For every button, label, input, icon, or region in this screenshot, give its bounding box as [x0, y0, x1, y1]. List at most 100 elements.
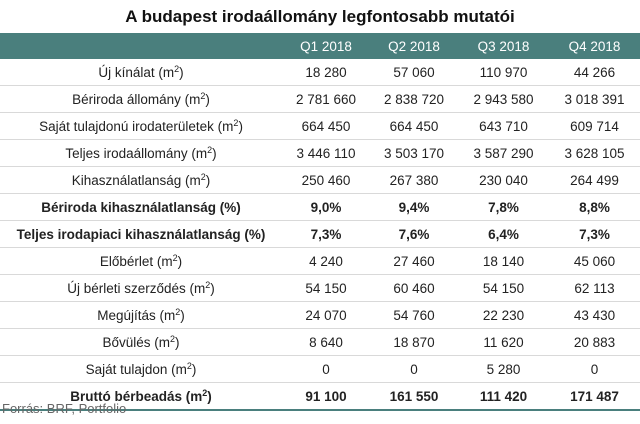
row-label-suffix: ) [212, 145, 217, 161]
row-label-text: Teljes irodaállomány (m [65, 145, 208, 161]
row-label-text: Előbérlet (m [99, 253, 173, 269]
row-label-suffix: ) [238, 118, 243, 134]
row-label-text: Bériroda kihasználatlanság (%) [41, 199, 241, 215]
table-cell-value: 44 266 [549, 59, 640, 86]
row-label-text: Bruttó bérbeadás (m [70, 388, 203, 404]
row-label-suffix: ) [205, 172, 211, 188]
table-cell-value: 24 070 [282, 301, 370, 329]
row-label-text: Új bérleti szerződés (m [67, 280, 206, 296]
header-cell-q1: Q1 2018 [282, 33, 370, 59]
table-row: Előbérlet (m2) 4 240 27 460 18 140 45 060 [0, 247, 640, 275]
table-cell-value: 2 781 660 [282, 85, 370, 113]
table-cell-value: 7,3% [282, 220, 370, 248]
table-row: Teljes irodaállomány (m2) 3 446 110 3 503 … [0, 139, 640, 167]
table-cell-value: 161 550 [370, 382, 458, 411]
table-cell-value: 664 450 [370, 112, 458, 140]
row-label-superscript: 2 [207, 144, 213, 155]
row-label-text: Saját tulajdon (m [85, 361, 187, 377]
table-cell-value: 267 380 [370, 166, 458, 194]
table-cell-value: 0 [549, 355, 640, 383]
row-label-suffix: ) [205, 91, 210, 107]
table-cell-value: 6,4% [458, 220, 549, 248]
table-cell-value: 3 446 110 [282, 139, 370, 167]
table-row: Bériroda kihasználatlanság (%) 9,0% 9,4% 7,… [0, 193, 640, 221]
table-cell-value: 45 060 [549, 247, 640, 275]
table-row: Saját tulajdonú irodaterületek (m2) 664 4… [0, 112, 640, 140]
source-note: Forrás: BRF, Portfolio [2, 401, 127, 416]
table-cell-value: 22 230 [458, 301, 549, 329]
table-cell-value: 7,6% [370, 220, 458, 248]
row-label: Kihasználatlanság (m2) [0, 166, 282, 194]
row-label: Teljes irodaállomány (m2) [0, 139, 282, 167]
row-label-suffix: ) [179, 64, 184, 80]
table-cell-value: 0 [370, 355, 458, 383]
data-table: Q1 2018 Q2 2018 Q3 2018 Q4 2018 Új kínál… [0, 33, 640, 411]
table-cell-value: 54 150 [458, 274, 549, 302]
row-label-superscript: 2 [170, 333, 176, 344]
table-row: Megújítás (m2) 24 070 54 760 22 230 43 430 [0, 301, 640, 329]
table-cell-value: 3 018 391 [549, 85, 640, 113]
row-label-superscript: 2 [186, 360, 192, 371]
row-label: Bővülés (m2) [0, 328, 282, 356]
table-cell-value: 8,8% [549, 193, 640, 221]
table-cell-value: 609 714 [549, 112, 640, 140]
table-row: Bériroda állomány (m2) 2 781 660 2 838 720… [0, 85, 640, 113]
row-label-text: Megújítás (m [97, 307, 176, 323]
row-label-suffix: ) [177, 253, 183, 269]
row-label: Előbérlet (m2) [0, 247, 282, 275]
row-label-text: Új kínálat (m [98, 64, 175, 80]
header-cell-q4: Q4 2018 [549, 33, 640, 59]
row-label-superscript: 2 [174, 63, 180, 74]
table-cell-value: 3 628 105 [549, 139, 640, 167]
table-cell-value: 57 060 [370, 59, 458, 86]
row-label: Saját tulajdon (m2) [0, 355, 282, 383]
table-title: A budapest irodaállomány legfontosabb mu… [125, 7, 515, 26]
table-row: Teljes irodapiaci kihasználatlanság (%) 7… [0, 220, 640, 248]
table-cell-value: 110 970 [458, 59, 549, 86]
table-cell-value: 8 640 [282, 328, 370, 356]
table-cell-value: 43 430 [549, 301, 640, 329]
row-label: Bruttó bérbeadás (m2) [0, 382, 282, 411]
row-label: Bériroda állomány (m2) [0, 85, 282, 113]
table-row: Bővülés (m2) 8 640 18 870 11 620 20 883 [0, 328, 640, 356]
table-cell-value: 7,3% [549, 220, 640, 248]
header-cell-label [0, 33, 282, 59]
table-cell-value: 54 760 [370, 301, 458, 329]
row-label-superscript: 2 [172, 252, 178, 263]
table-cell-value: 2 838 720 [370, 85, 458, 113]
table-cell-value: 18 870 [370, 328, 458, 356]
table-cell-value: 2 943 580 [458, 85, 549, 113]
table-cell-value: 7,8% [458, 193, 549, 221]
table-cell-value: 18 140 [458, 247, 549, 275]
table-cell-value: 9,0% [282, 193, 370, 221]
table-cell-value: 230 040 [458, 166, 549, 194]
row-label-text: Bővülés (m [102, 334, 170, 350]
row-label: Teljes irodapiaci kihasználatlanság (%) [0, 220, 282, 248]
table-cell-value: 9,4% [370, 193, 458, 221]
table-cell-value: 4 240 [282, 247, 370, 275]
header-row: Q1 2018 Q2 2018 Q3 2018 Q4 2018 [0, 33, 640, 59]
row-label-superscript: 2 [205, 279, 211, 290]
table-cell-value: 643 710 [458, 112, 549, 140]
header-cell-q3: Q3 2018 [458, 33, 549, 59]
row-label: Megújítás (m2) [0, 301, 282, 329]
row-label: Új bérleti szerződés (m2) [0, 274, 282, 302]
row-label-superscript: 2 [200, 90, 206, 101]
row-label-suffix: ) [207, 388, 212, 404]
table-row: Kihasználatlanság (m2) 250 460 267 380 230 … [0, 166, 640, 194]
row-label-suffix: ) [191, 361, 197, 377]
table-cell-value: 111 420 [458, 382, 549, 411]
header-cell-q2: Q2 2018 [370, 33, 458, 59]
table-cell-value: 664 450 [282, 112, 370, 140]
table-cell-value: 3 587 290 [458, 139, 549, 167]
row-label-superscript: 2 [200, 171, 206, 182]
table-cell-value: 5 280 [458, 355, 549, 383]
table-body: Új kínálat (m2) 18 280 57 060 110 970 44 266… [0, 59, 640, 411]
row-label-superscript: 2 [175, 306, 181, 317]
table-cell-value: 3 503 170 [370, 139, 458, 167]
row-label-text: Teljes irodapiaci kihasználatlanság (%) [16, 226, 266, 242]
row-label: Bériroda kihasználatlanság (%) [0, 193, 282, 221]
row-label-suffix: ) [175, 334, 180, 350]
table-cell-value: 264 499 [549, 166, 640, 194]
